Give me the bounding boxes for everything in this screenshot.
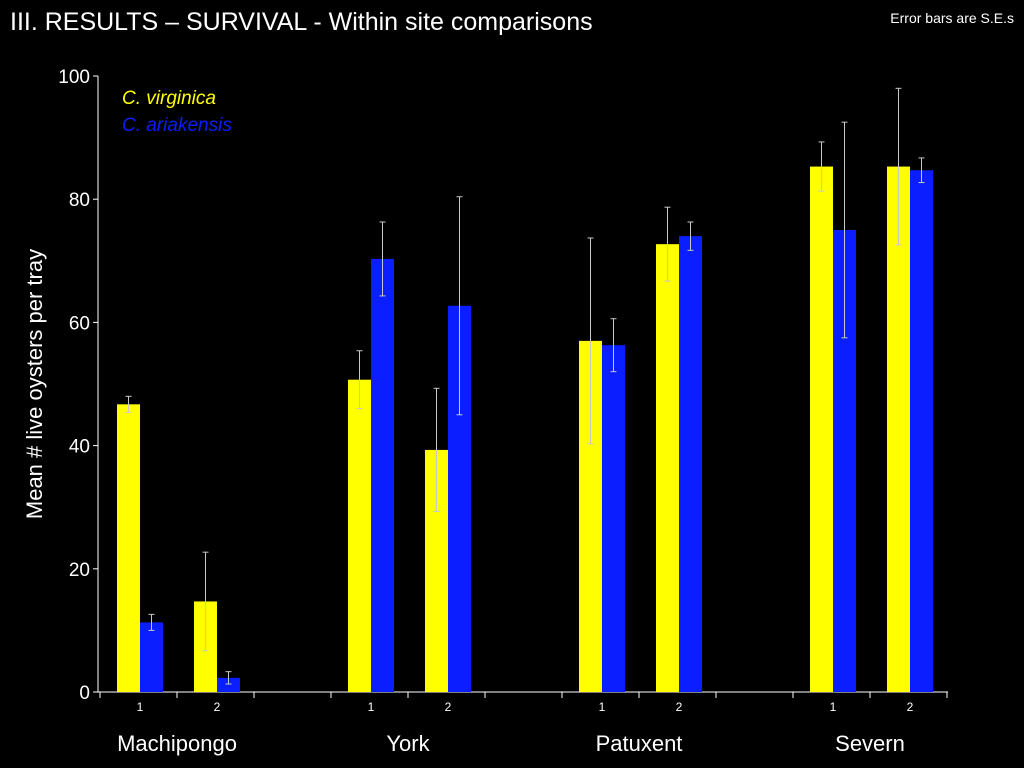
- x-subcategory-label: 2: [445, 700, 452, 714]
- x-group-label: Machipongo: [117, 731, 237, 756]
- bar-virginica-severn-1: [810, 166, 833, 692]
- bar-ariakensis-machipongo-2: [217, 677, 240, 692]
- bar-ariakensis-severn-2: [910, 170, 933, 693]
- x-group-label: Severn: [835, 731, 905, 756]
- bar-virginica-severn-2: [887, 166, 910, 692]
- plot-area: 0 20 40 60 80 100 1 2 Machipongo 1 2 York 1 2 Patuxent…: [58, 67, 948, 756]
- y-tick-label: 80: [69, 190, 90, 211]
- y-tick-label: 60: [69, 313, 90, 334]
- x-subcategory-label: 2: [676, 700, 683, 714]
- bar-virginica-york-1: [348, 379, 371, 692]
- bar-virginica-patuxent-1: [579, 340, 602, 692]
- x-subcategory-label: 2: [907, 700, 914, 714]
- bar-virginica-york-2: [425, 449, 448, 692]
- bar-virginica-machipongo-1: [117, 404, 140, 692]
- x-subcategory-label: 1: [599, 700, 606, 714]
- bar-ariakensis-patuxent-1: [602, 345, 625, 692]
- x-subcategory-label: 1: [137, 700, 144, 714]
- y-tick-label: 100: [58, 67, 90, 88]
- bar-ariakensis-severn-1: [833, 230, 856, 692]
- bar-ariakensis-patuxent-2: [679, 236, 702, 692]
- page-title: III. RESULTS – SURVIVAL - Within site co…: [10, 8, 593, 36]
- x-group-label: York: [386, 731, 430, 756]
- bar-ariakensis-machipongo-1: [140, 622, 163, 692]
- y-tick-label: 0: [79, 683, 90, 704]
- bar-ariakensis-york-1: [371, 258, 394, 692]
- x-group-label: Patuxent: [596, 731, 683, 756]
- legend-entry-virginica: C. virginica: [122, 88, 216, 109]
- x-subcategory-label: 2: [214, 700, 221, 714]
- y-axis-label: Mean # live oysters per tray: [22, 249, 47, 519]
- y-tick-label: 40: [69, 437, 90, 458]
- y-tick-label: 20: [69, 560, 90, 581]
- bar-ariakensis-york-2: [448, 305, 471, 692]
- x-subcategory-label: 1: [830, 700, 837, 714]
- legend-entry-ariakensis: C. ariakensis: [122, 115, 232, 136]
- error-bar-note: Error bars are S.E.s: [890, 10, 1014, 26]
- bar-virginica-patuxent-2: [656, 244, 679, 692]
- x-subcategory-label: 1: [368, 700, 375, 714]
